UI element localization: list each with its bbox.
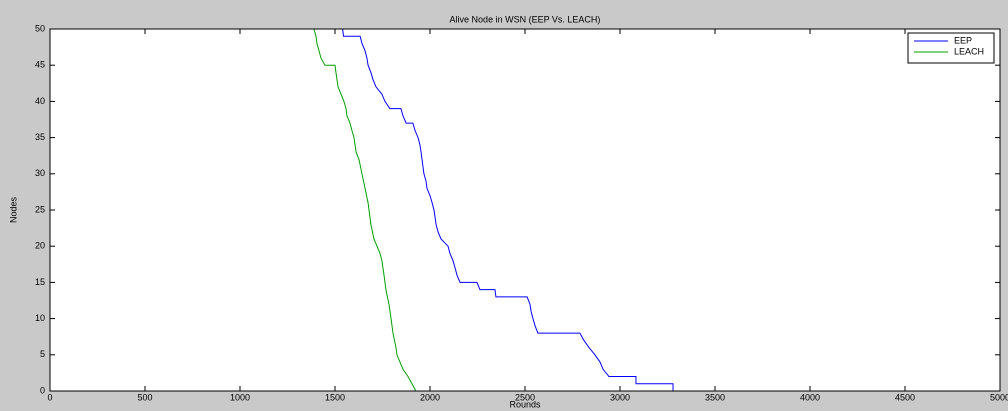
legend-box bbox=[907, 32, 995, 64]
x-tick-label: 500 bbox=[137, 392, 152, 402]
x-axis-label: Rounds bbox=[509, 399, 541, 409]
chart-title: Alive Node in WSN (EEP Vs. LEACH) bbox=[450, 14, 601, 24]
data-line bbox=[50, 28, 1000, 392]
y-tick-label: 25 bbox=[35, 204, 45, 214]
y-tick-label: 45 bbox=[35, 60, 45, 70]
x-tick-label: 2000 bbox=[420, 392, 440, 402]
y-tick-label: 50 bbox=[35, 23, 45, 33]
x-tick-label: 4000 bbox=[800, 392, 820, 402]
x-tick-label: 1000 bbox=[230, 392, 250, 402]
y-tick-label: 30 bbox=[35, 168, 45, 178]
plot-area bbox=[50, 29, 1000, 391]
legend-label: LEACH bbox=[954, 46, 984, 56]
y-axis-label: Nodes bbox=[8, 196, 18, 223]
x-tick-label: 0 bbox=[47, 392, 52, 402]
legend-label: EEP bbox=[954, 35, 972, 45]
x-tick-label: 3500 bbox=[705, 392, 725, 402]
x-tick-label: 3000 bbox=[610, 392, 630, 402]
y-tick-label: 10 bbox=[35, 313, 45, 323]
plot-frame bbox=[49, 28, 1001, 392]
y-tick-label: 15 bbox=[35, 277, 45, 287]
y-tick-label: 5 bbox=[40, 349, 45, 359]
x-tick-label: 2500 bbox=[515, 392, 535, 402]
x-tick-label: 4500 bbox=[895, 392, 915, 402]
data-line bbox=[50, 28, 1000, 392]
y-tick-label: 20 bbox=[35, 241, 45, 251]
y-tick-label: 40 bbox=[35, 96, 45, 106]
x-tick-label: 5000 bbox=[990, 392, 1008, 402]
y-tick-label: 35 bbox=[35, 132, 45, 142]
x-tick-label: 1500 bbox=[325, 392, 345, 402]
y-tick-label: 0 bbox=[40, 385, 45, 395]
